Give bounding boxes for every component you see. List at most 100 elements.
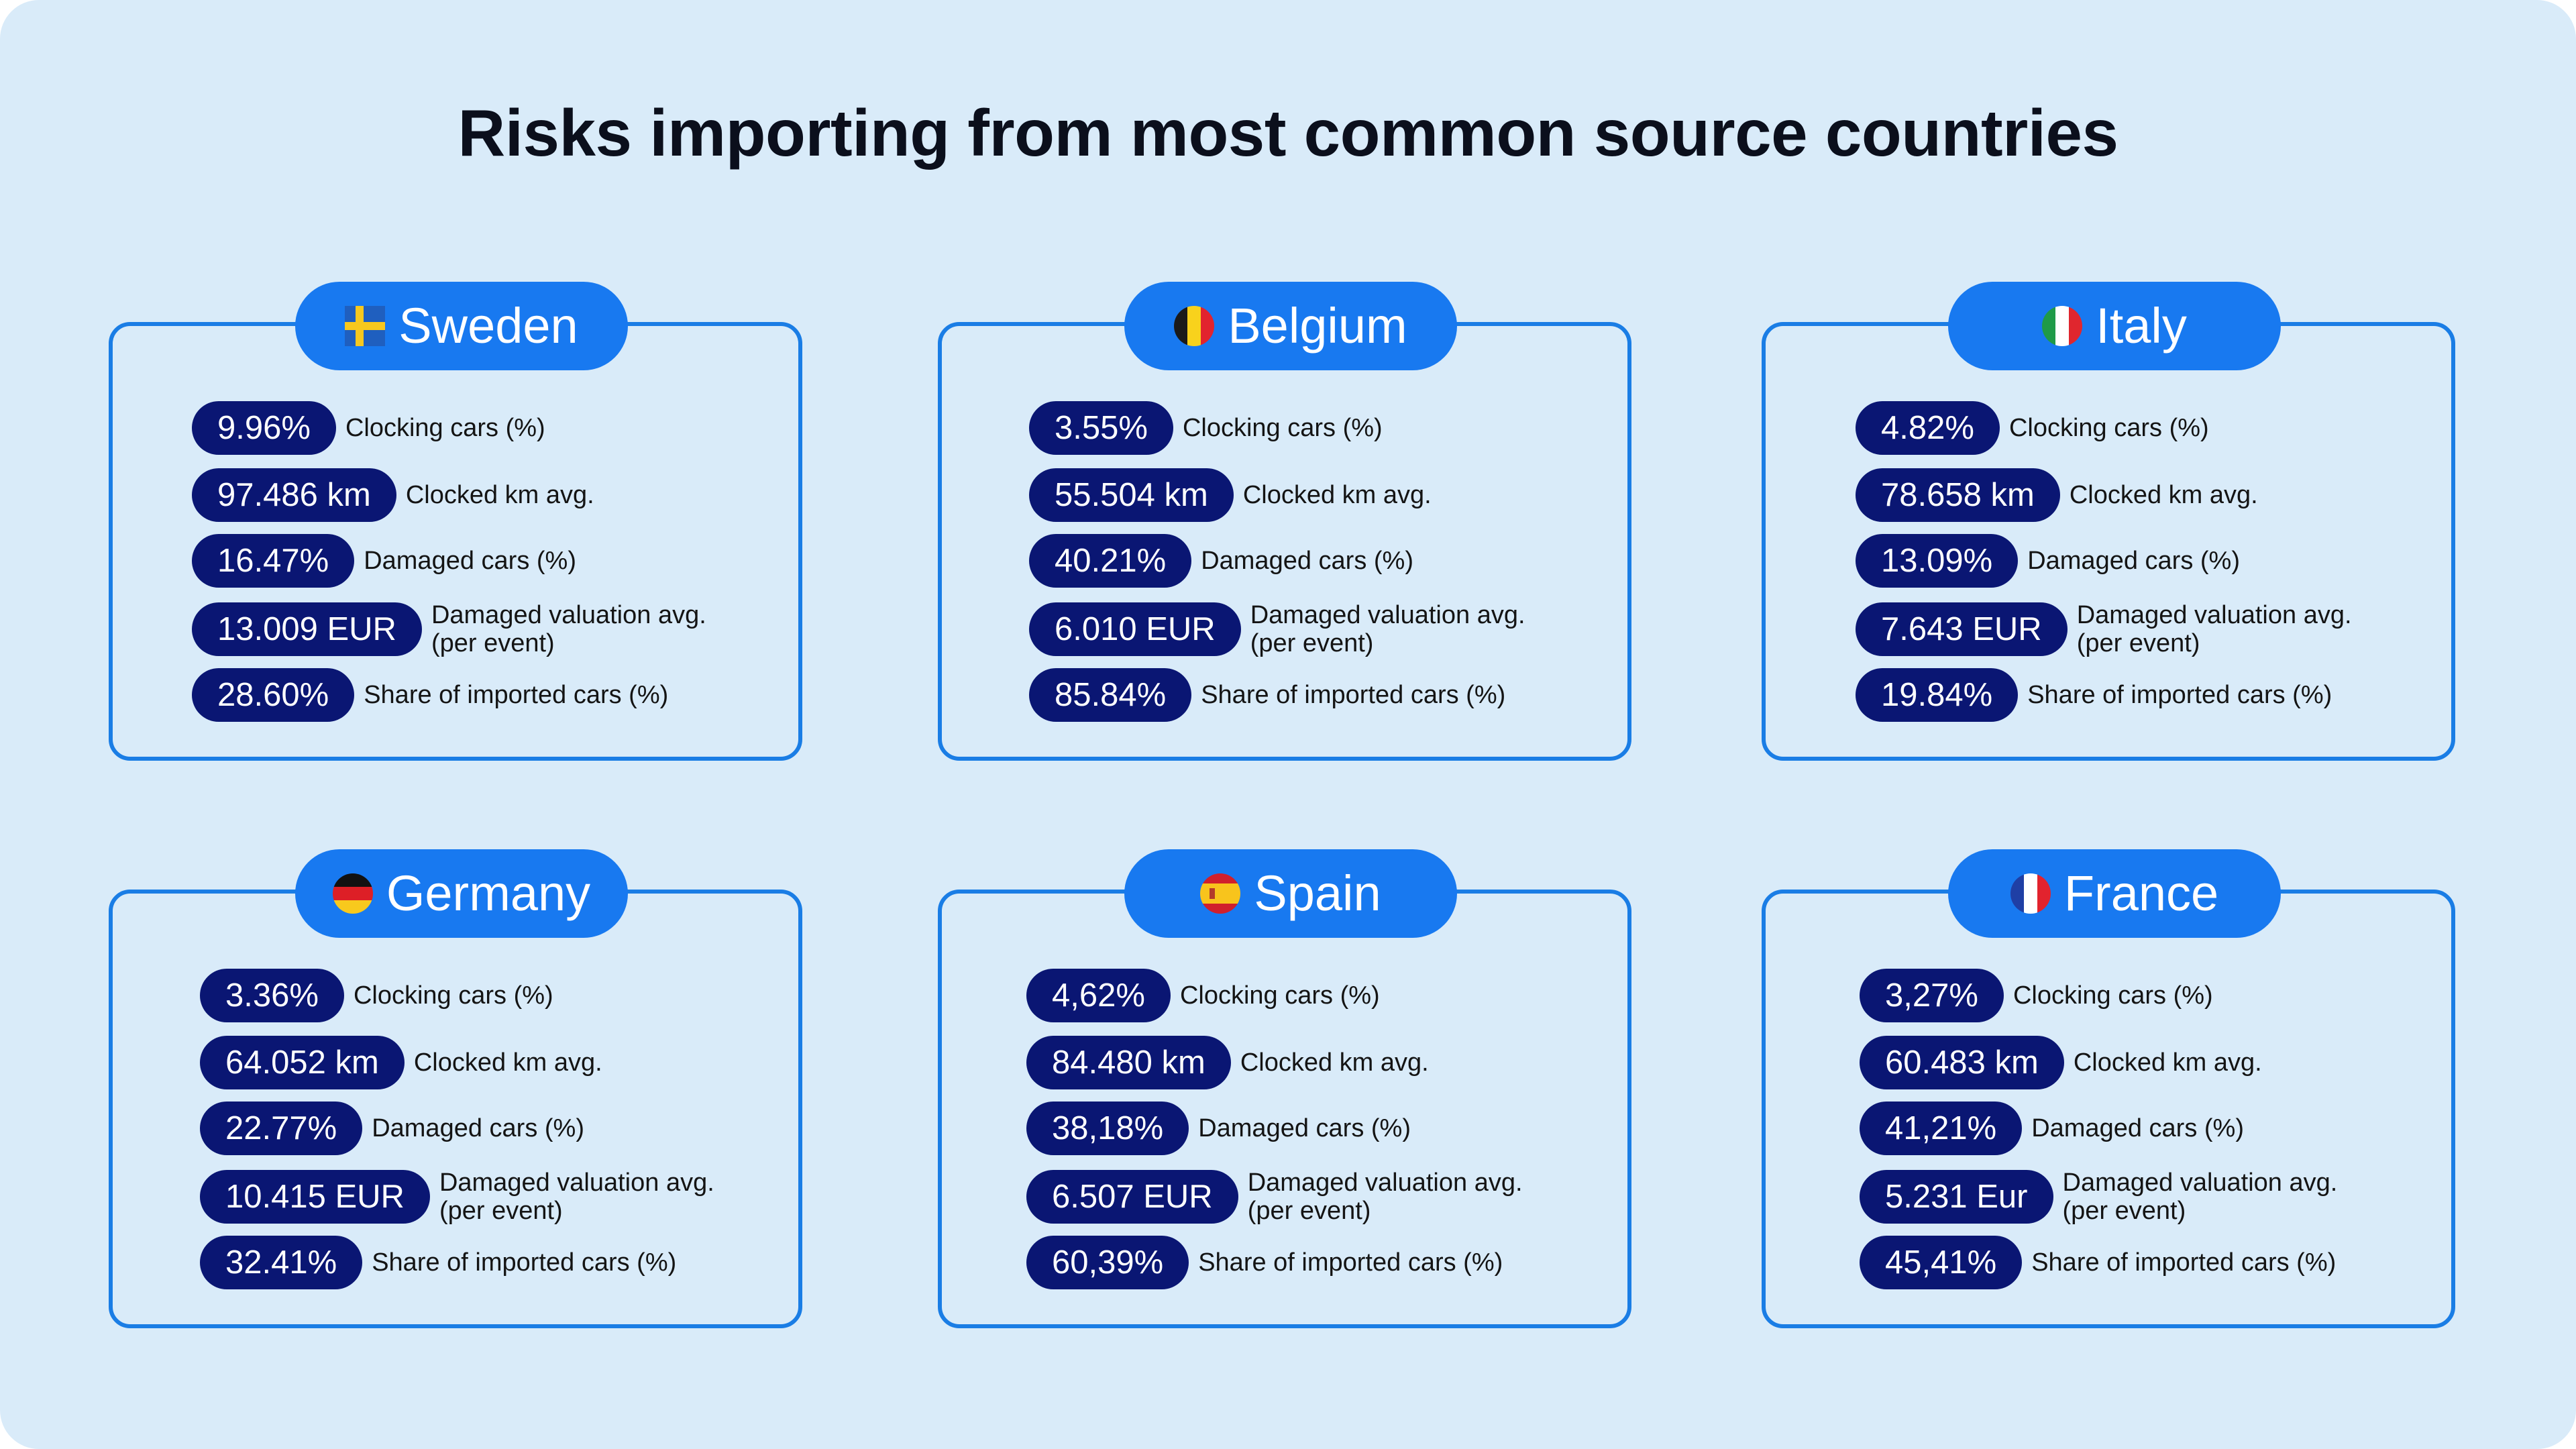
metric-share-imported: 19.84% Share of imported cars (%) <box>1856 668 2332 722</box>
metric-value: 19.84% <box>1856 668 2019 722</box>
metric-label: Clocked km avg. <box>1240 1049 1429 1077</box>
label-line-1: Damaged valuation avg. <box>2062 1169 2338 1197</box>
label-line-1: Damaged valuation avg. <box>1247 1169 1523 1197</box>
metric-value: 28.60% <box>192 668 355 722</box>
metric-damaged-cars: 22.77% Damaged cars (%) <box>200 1102 584 1155</box>
metric-value: 3.36% <box>200 969 344 1022</box>
metric-value: 97.486 km <box>192 468 396 522</box>
country-name: Belgium <box>1228 298 1407 354</box>
metric-clocked-km: 64.052 km Clocked km avg. <box>200 1036 602 1089</box>
metric-label: Damaged valuation avg. (per event) <box>2063 1169 2338 1225</box>
metric-label: Share of imported cars (%) <box>372 1248 677 1277</box>
country-card-spain: Spain 4,62% Clocking cars (%) 84.480 km … <box>938 849 1631 1328</box>
label-line-2: (per event) <box>2062 1197 2186 1225</box>
metric-clocked-km: 97.486 km Clocked km avg. <box>192 468 594 522</box>
metric-value: 9.96% <box>192 401 336 455</box>
metric-value: 45,41% <box>1860 1236 2023 1289</box>
country-header: Germany <box>295 849 628 938</box>
metric-clocked-km: 60.483 km Clocked km avg. <box>1860 1036 2262 1089</box>
metric-value: 16.47% <box>192 534 355 588</box>
metric-value: 7.643 EUR <box>1856 602 2068 656</box>
metric-label: Clocked km avg. <box>1242 481 1432 509</box>
metric-damaged-valuation: 6.010 EUR Damaged valuation avg. (per ev… <box>1029 601 1525 657</box>
metric-clocking-cars: 3,27% Clocking cars (%) <box>1860 969 2213 1022</box>
metric-label: Clocking cars (%) <box>1179 981 1380 1010</box>
metric-value: 55.504 km <box>1029 468 1234 522</box>
country-header: Italy <box>1948 282 2281 370</box>
metric-label: Clocking cars (%) <box>345 414 545 442</box>
country-card-germany: Germany 3.36% Clocking cars (%) 64.052 k… <box>109 849 802 1328</box>
metric-clocking-cars: 4.82% Clocking cars (%) <box>1856 401 2209 455</box>
country-name: Italy <box>2096 298 2187 354</box>
metric-clocked-km: 78.658 km Clocked km avg. <box>1856 468 2258 522</box>
page-title: Risks importing from most common source … <box>458 96 2118 170</box>
metric-share-imported: 60,39% Share of imported cars (%) <box>1026 1236 1503 1289</box>
country-name: Germany <box>386 865 591 921</box>
sweden-flag-icon <box>345 306 386 346</box>
metric-clocking-cars: 3.36% Clocking cars (%) <box>200 969 553 1022</box>
spain-flag-icon <box>1200 873 1241 914</box>
metric-label: Share of imported cars (%) <box>1198 1248 1503 1277</box>
metric-clocking-cars: 3.55% Clocking cars (%) <box>1029 401 1383 455</box>
country-header: Spain <box>1124 849 1457 938</box>
label-line-1: Damaged valuation avg. <box>2076 601 2352 629</box>
metric-share-imported: 32.41% Share of imported cars (%) <box>200 1236 676 1289</box>
label-line-2: (per event) <box>439 1197 563 1225</box>
metric-label: Clocking cars (%) <box>2012 981 2213 1010</box>
metric-value: 22.77% <box>200 1102 363 1155</box>
metric-value: 5.231 Eur <box>1860 1170 2053 1224</box>
metric-label: Damaged valuation avg. (per event) <box>2077 601 2352 657</box>
belgium-flag-icon <box>1174 306 1215 346</box>
metric-label: Share of imported cars (%) <box>364 681 669 709</box>
metric-label: Clocked km avg. <box>2069 481 2258 509</box>
metric-label: Damaged cars (%) <box>2031 1114 2244 1142</box>
metric-label: Damaged valuation avg. (per event) <box>1248 1169 1523 1225</box>
metric-share-imported: 85.84% Share of imported cars (%) <box>1029 668 1505 722</box>
italy-flag-icon <box>2042 306 2083 346</box>
metric-value: 84.480 km <box>1026 1036 1231 1089</box>
metric-value: 40.21% <box>1029 534 1192 588</box>
metric-value: 4.82% <box>1856 401 2000 455</box>
country-name: Sweden <box>398 298 578 354</box>
metric-value: 60.483 km <box>1860 1036 2064 1089</box>
metric-label: Damaged valuation avg. (per event) <box>439 1169 714 1225</box>
metric-damaged-cars: 41,21% Damaged cars (%) <box>1860 1102 2244 1155</box>
metric-damaged-valuation: 10.415 EUR Damaged valuation avg. (per e… <box>200 1169 714 1225</box>
country-card-belgium: Belgium 3.55% Clocking cars (%) 55.504 k… <box>938 282 1631 761</box>
metric-label: Clocking cars (%) <box>2008 414 2209 442</box>
country-card-sweden: Sweden 9.96% Clocking cars (%) 97.486 km… <box>109 282 802 761</box>
metric-value: 38,18% <box>1026 1102 1189 1155</box>
label-line-2: (per event) <box>1247 1197 1371 1225</box>
metric-share-imported: 45,41% Share of imported cars (%) <box>1860 1236 2336 1289</box>
metric-value: 3.55% <box>1029 401 1173 455</box>
metric-value: 10.415 EUR <box>200 1170 430 1224</box>
metric-damaged-cars: 16.47% Damaged cars (%) <box>192 534 576 588</box>
metric-value: 3,27% <box>1860 969 2004 1022</box>
metric-label: Clocked km avg. <box>2073 1049 2262 1077</box>
label-line-1: Damaged valuation avg. <box>431 601 706 629</box>
france-flag-icon <box>2010 873 2051 914</box>
label-line-2: (per event) <box>2076 629 2200 657</box>
metric-value: 6.507 EUR <box>1026 1170 1238 1224</box>
metric-value: 4,62% <box>1026 969 1171 1022</box>
metric-value: 13.09% <box>1856 534 2019 588</box>
germany-flag-icon <box>332 873 373 914</box>
metric-label: Damaged valuation avg. (per event) <box>1250 601 1525 657</box>
metric-value: 60,39% <box>1026 1236 1189 1289</box>
metric-clocked-km: 84.480 km Clocked km avg. <box>1026 1036 1429 1089</box>
label-line-2: (per event) <box>431 629 555 657</box>
metric-label: Damaged cars (%) <box>1198 1114 1411 1142</box>
metric-clocked-km: 55.504 km Clocked km avg. <box>1029 468 1432 522</box>
metric-label: Share of imported cars (%) <box>2027 681 2332 709</box>
metric-label: Clocking cars (%) <box>1182 414 1383 442</box>
metric-label: Clocked km avg. <box>405 481 594 509</box>
country-card-italy: Italy 4.82% Clocking cars (%) 78.658 km … <box>1762 282 2455 761</box>
metric-damaged-valuation: 5.231 Eur Damaged valuation avg. (per ev… <box>1860 1169 2337 1225</box>
metric-value: 32.41% <box>200 1236 363 1289</box>
metric-damaged-cars: 40.21% Damaged cars (%) <box>1029 534 1413 588</box>
country-header: Belgium <box>1124 282 1457 370</box>
label-line-1: Damaged valuation avg. <box>439 1169 714 1197</box>
label-line-2: (per event) <box>1250 629 1374 657</box>
metric-label: Damaged cars (%) <box>372 1114 584 1142</box>
